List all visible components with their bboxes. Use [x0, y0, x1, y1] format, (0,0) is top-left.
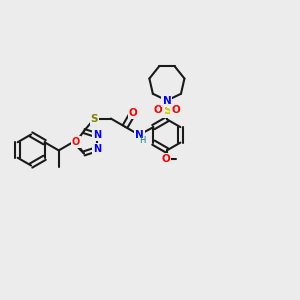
Text: N: N — [163, 95, 171, 106]
Text: N: N — [93, 130, 101, 140]
Text: S: S — [91, 113, 98, 124]
Text: N: N — [163, 95, 171, 106]
Text: O: O — [154, 105, 162, 115]
Text: H: H — [140, 136, 146, 145]
Text: O: O — [172, 105, 180, 115]
Text: O: O — [161, 154, 170, 164]
Text: N: N — [93, 144, 101, 154]
Text: N: N — [135, 130, 143, 140]
Text: O: O — [72, 137, 80, 147]
Text: O: O — [129, 107, 137, 118]
Text: S: S — [163, 104, 171, 117]
